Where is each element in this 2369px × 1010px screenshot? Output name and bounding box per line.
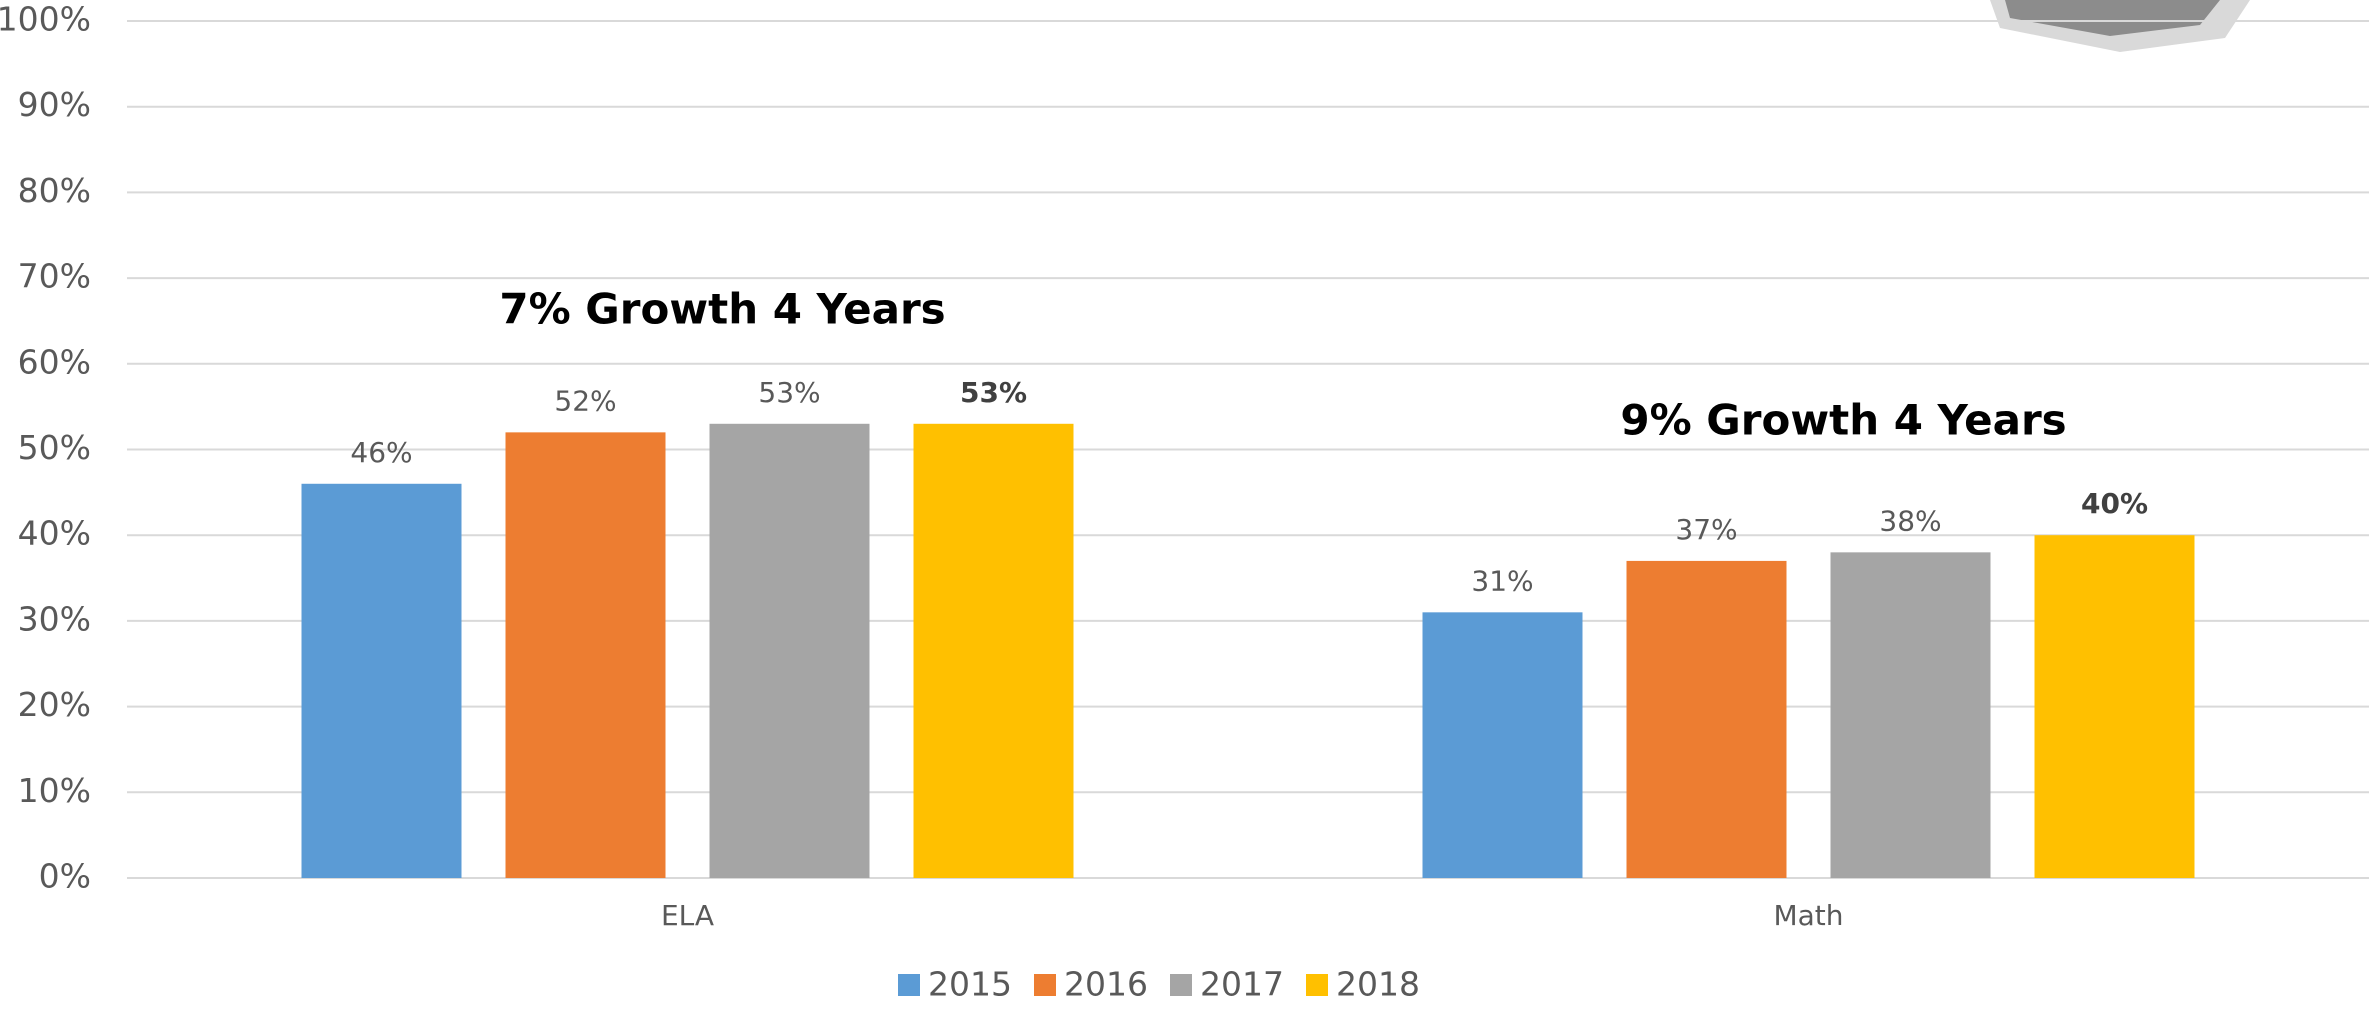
y-tick-label: 50% [18, 428, 91, 467]
y-tick-label: 80% [18, 171, 91, 210]
value-label: 46% [350, 436, 412, 469]
bar [2035, 535, 2195, 878]
value-label: 37% [1675, 513, 1737, 546]
value-label: 53% [960, 376, 1027, 409]
legend-label: 2015 [928, 965, 1012, 1004]
legend-label: 2016 [1064, 965, 1148, 1004]
bar [1423, 612, 1583, 878]
y-tick-label: 40% [18, 514, 91, 553]
bar [506, 432, 666, 878]
bar [302, 484, 462, 878]
annotation: 9% Growth 4 Years [1620, 396, 2066, 445]
bar [1831, 552, 1991, 878]
legend-label: 2018 [1336, 965, 1420, 1004]
annotation: 7% Growth 4 Years [499, 284, 945, 333]
y-tick-label: 0% [39, 857, 91, 896]
decoration-image [1990, 0, 2250, 52]
y-tick-label: 30% [18, 599, 91, 638]
legend-label: 2017 [1200, 965, 1284, 1004]
y-tick-label: 90% [18, 85, 91, 124]
y-tick-label: 70% [18, 257, 91, 296]
bar [1627, 561, 1787, 878]
y-tick-label: 20% [18, 685, 91, 724]
bar [710, 424, 870, 878]
page: 0% 10% 20% 30% 40% 50% 60% 70% 80% 90% 100% ELA 46% 5… [0, 0, 2369, 1010]
x-tick-label: ELA [661, 899, 714, 932]
value-label: 40% [2081, 487, 2148, 520]
value-label: 52% [554, 384, 616, 417]
legend-swatch [898, 974, 920, 996]
value-label: 53% [758, 376, 820, 409]
legend-swatch [1306, 974, 1328, 996]
chart: 0% 10% 20% 30% 40% 50% 60% 70% 80% 90% 100% ELA 46% 5… [0, 0, 2369, 1010]
bar [914, 424, 1074, 878]
value-label: 31% [1471, 564, 1533, 597]
value-label: 38% [1879, 504, 1941, 537]
legend-swatch [1034, 974, 1056, 996]
y-tick-label: 60% [18, 342, 91, 381]
legend-swatch [1170, 974, 1192, 996]
x-tick-label: Math [1773, 899, 1843, 932]
y-tick-label: 10% [18, 771, 91, 810]
y-tick-label: 100% [0, 0, 91, 39]
